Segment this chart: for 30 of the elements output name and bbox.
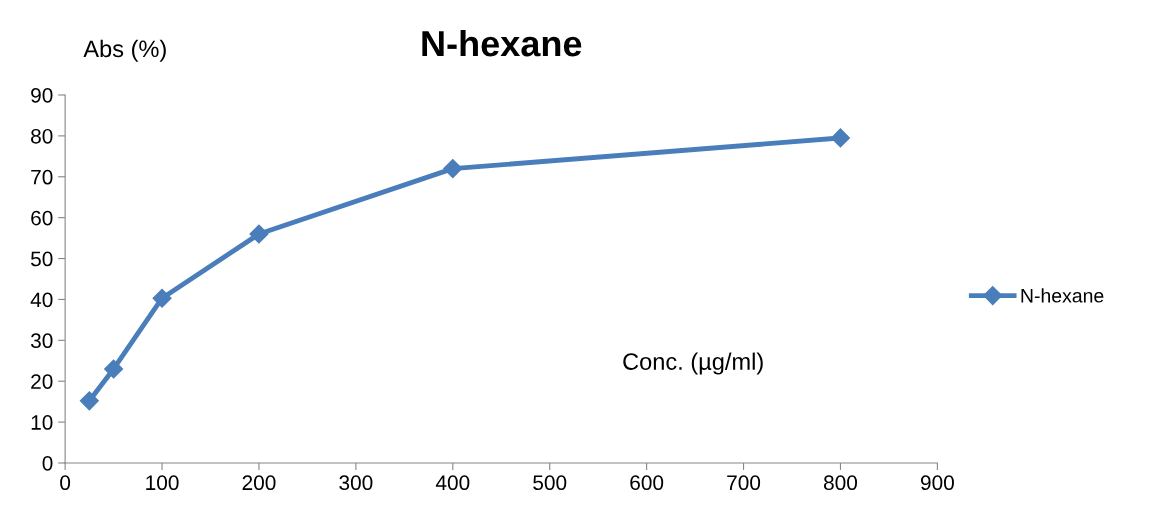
x-tick-label: 0 [60, 475, 71, 491]
y-tick-label: 90 [31, 88, 53, 103]
chart-title: N-hexane [422, 29, 582, 57]
y-axis-title: Abs (%) [83, 39, 166, 62]
point [79, 391, 99, 411]
x-axis-title: Conc. (µg/ml) [623, 352, 763, 375]
y-tick-label: 80 [31, 128, 53, 144]
y-tick-label: 40 [30, 292, 53, 308]
legend-label: N-hexane [1021, 288, 1104, 303]
point [104, 359, 124, 379]
x-tick-label: 900 [920, 475, 954, 491]
point [830, 128, 850, 148]
y-tick-label: 70 [31, 169, 53, 185]
x-tick-label: 800 [823, 475, 858, 491]
point [152, 288, 172, 308]
y-tick-label: 10 [31, 415, 53, 430]
x-tick-label: 400 [435, 475, 470, 491]
y-tick-label: 0 [42, 455, 53, 471]
x-tick-label: 200 [242, 475, 276, 491]
x-tick-label: 300 [339, 475, 373, 491]
point [443, 159, 463, 179]
y-tick-label: 60 [31, 210, 53, 226]
x-tick-label: 600 [630, 475, 664, 491]
y-tick-label: 50 [30, 251, 53, 267]
y-tick-label: 30 [30, 333, 53, 349]
x-tick-label: 100 [146, 475, 179, 491]
point [249, 224, 269, 244]
x-tick-label: 500 [533, 475, 567, 491]
x-tick-label: 700 [727, 475, 761, 491]
y-tick-label: 20 [31, 374, 53, 389]
